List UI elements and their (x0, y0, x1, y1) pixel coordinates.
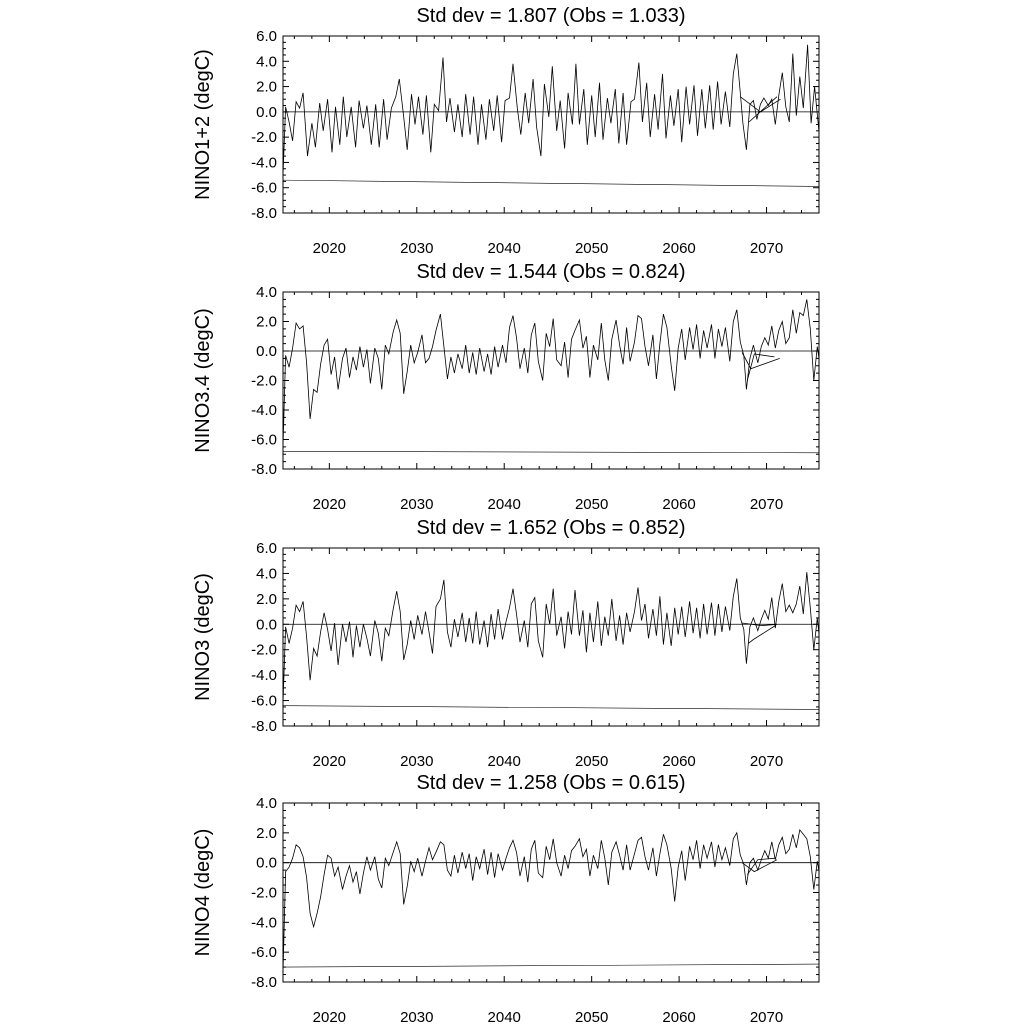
trend-line (282, 450, 820, 454)
anomaly-end-segment (748, 96, 778, 123)
x-tick-label: 2020 (313, 496, 346, 513)
y-axis-label: NINO3.4 (degC) (192, 308, 214, 453)
x-tick-label: 2030 (400, 240, 433, 257)
anomaly-series-line (282, 572, 820, 704)
panel-title: Std dev = 1.807 (Obs = 1.033) (416, 5, 685, 27)
trend-line (282, 705, 820, 710)
x-tick-label: 2070 (750, 496, 783, 513)
panel-2: Std dev = 1.544 (Obs = 0.824) NINO3.4 (de… (192, 261, 820, 513)
y-tick-label: -8.0 (251, 205, 277, 222)
y-tick-label: 2.0 (256, 591, 277, 608)
y-tick-label: 2.0 (256, 825, 277, 842)
y-tick-label: 0.0 (256, 855, 277, 872)
panel-title: Std dev = 1.258 (Obs = 0.615) (416, 772, 685, 794)
y-tick-label: 4.0 (256, 565, 277, 582)
x-tick-label: 2050 (575, 1009, 608, 1024)
x-tick-label: 2050 (575, 753, 608, 770)
y-tick-label: -8.0 (251, 974, 277, 991)
plot-frame (282, 291, 820, 470)
x-tick-label: 2020 (313, 240, 346, 257)
x-tick-label: 2070 (750, 1009, 783, 1024)
y-tick-label: 4.0 (256, 53, 277, 70)
panel-4: Std dev = 1.258 (Obs = 0.615) NINO4 (degC… (192, 772, 820, 1026)
y-tick-label: -8.0 (251, 718, 277, 735)
anomaly-end-segment (742, 622, 778, 627)
x-tick-label: 2060 (662, 496, 695, 513)
anomaly-end-segment (746, 353, 775, 381)
y-tick-label: 0.0 (256, 616, 277, 633)
panel-title: Std dev = 1.544 (Obs = 0.824) (416, 261, 685, 283)
y-tick-label: -4.0 (251, 402, 277, 419)
x-tick-label: 2030 (400, 753, 433, 770)
y-axis-label: NINO4 (degC) (192, 829, 214, 957)
y-tick-label: -6.0 (251, 180, 277, 197)
x-tick-label: 2060 (662, 1009, 695, 1024)
y-tick-label: -4.0 (251, 154, 277, 171)
y-tick-label: 4.0 (256, 284, 277, 301)
y-tick-label: -6.0 (251, 944, 277, 961)
y-tick-label: -2.0 (251, 885, 277, 902)
plot-frame (282, 35, 820, 214)
x-tick-label: 2030 (400, 496, 433, 513)
trend-line (282, 179, 820, 187)
y-tick-label: 6.0 (256, 540, 277, 557)
panel-1: Std dev = 1.807 (Obs = 1.033) NINO1+2 (de… (192, 5, 820, 257)
x-tick-label: 2040 (488, 1009, 521, 1024)
y-tick-label: -2.0 (251, 129, 277, 146)
panel-title: Std dev = 1.652 (Obs = 0.852) (416, 517, 685, 539)
y-tick-label: -6.0 (251, 432, 277, 449)
y-tick-label: 2.0 (256, 79, 277, 96)
y-tick-label: -2.0 (251, 373, 277, 390)
y-tick-label: 0.0 (256, 104, 277, 121)
panel-3: Std dev = 1.652 (Obs = 0.852) NINO3 (degC… (192, 517, 820, 770)
y-axis-label: NINO3 (degC) (192, 573, 214, 701)
plot-frame (282, 802, 820, 983)
plot-frame (282, 547, 820, 727)
x-tick-label: 2030 (400, 1009, 433, 1024)
anomaly-end-segment (746, 857, 776, 875)
x-tick-label: 2070 (750, 753, 783, 770)
y-tick-label: 0.0 (256, 343, 277, 360)
anomaly-series-line (282, 44, 820, 176)
x-tick-label: 2070 (750, 240, 783, 257)
x-tick-label: 2040 (488, 753, 521, 770)
anomaly-series-line (282, 299, 820, 447)
x-tick-label: 2020 (313, 1009, 346, 1024)
y-tick-label: -4.0 (251, 914, 277, 931)
anomaly-end-segment (741, 859, 778, 873)
x-tick-label: 2020 (313, 753, 346, 770)
trend-line (282, 963, 820, 968)
y-tick-label: -2.0 (251, 642, 277, 659)
x-tick-label: 2050 (575, 240, 608, 257)
x-tick-label: 2040 (488, 240, 521, 257)
x-tick-label: 2060 (662, 753, 695, 770)
y-tick-label: -4.0 (251, 667, 277, 684)
y-tick-label: 2.0 (256, 314, 277, 331)
y-tick-label: -8.0 (251, 461, 277, 478)
y-tick-label: -6.0 (251, 693, 277, 710)
x-tick-label: 2060 (662, 240, 695, 257)
y-tick-label: 4.0 (256, 795, 277, 812)
x-tick-label: 2050 (575, 496, 608, 513)
x-tick-label: 2040 (488, 496, 521, 513)
anomaly-series-line (282, 828, 820, 974)
y-axis-label: NINO1+2 (degC) (192, 49, 214, 200)
anomaly-end-segment (747, 625, 776, 644)
y-tick-label: 6.0 (256, 28, 277, 45)
